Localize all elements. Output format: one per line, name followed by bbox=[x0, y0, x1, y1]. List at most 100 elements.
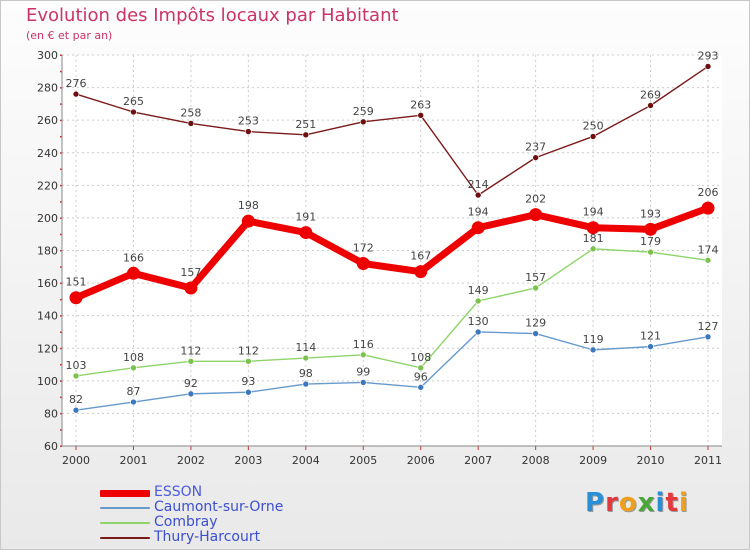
y-tick-label: 240 bbox=[37, 147, 58, 160]
legend-swatch bbox=[100, 522, 150, 524]
x-tick-label: 2007 bbox=[464, 454, 492, 467]
x-tick-label: 2006 bbox=[407, 454, 435, 467]
data-point-combray bbox=[245, 357, 252, 365]
data-label-caumont-sur-orne: 87 bbox=[126, 385, 140, 398]
y-minor-tick bbox=[60, 266, 62, 268]
data-label-combray: 114 bbox=[295, 341, 316, 354]
x-tick-label: 2009 bbox=[579, 454, 607, 467]
data-point-combray bbox=[474, 297, 482, 305]
data-point-esson bbox=[529, 208, 543, 222]
data-label-combray: 179 bbox=[640, 235, 661, 248]
data-label-thury-harcourt: 259 bbox=[353, 105, 374, 118]
logo-letter: t bbox=[665, 488, 679, 518]
legend-swatch bbox=[100, 537, 150, 539]
data-point-combray bbox=[187, 357, 195, 365]
data-label-esson: 198 bbox=[238, 199, 259, 212]
y-tick-label: 140 bbox=[37, 310, 58, 323]
data-point-caumont-sur-orne bbox=[417, 384, 425, 391]
data-label-esson: 191 bbox=[295, 211, 316, 224]
data-label-combray: 181 bbox=[583, 232, 604, 245]
series-line-thury-harcourt bbox=[75, 65, 709, 196]
y-minor-tick bbox=[60, 54, 62, 56]
legend-label: Combray bbox=[154, 514, 218, 530]
y-tick-label: 220 bbox=[37, 179, 58, 192]
data-point-thury-harcourt bbox=[302, 131, 310, 139]
y-minor-tick bbox=[60, 364, 62, 366]
data-label-caumont-sur-orne: 121 bbox=[640, 330, 661, 343]
data-point-thury-harcourt bbox=[532, 154, 539, 161]
data-label-caumont-sur-orne: 127 bbox=[698, 320, 719, 333]
data-label-combray: 112 bbox=[238, 344, 259, 357]
y-minor-tick bbox=[60, 217, 62, 219]
data-point-caumont-sur-orne bbox=[245, 388, 252, 396]
data-label-caumont-sur-orne: 92 bbox=[184, 377, 198, 390]
data-label-combray: 112 bbox=[180, 344, 201, 357]
data-label-caumont-sur-orne: 129 bbox=[525, 317, 546, 330]
data-label-combray: 157 bbox=[525, 271, 546, 284]
data-point-caumont-sur-orne bbox=[532, 330, 539, 337]
data-point-combray bbox=[589, 245, 597, 253]
data-label-thury-harcourt: 250 bbox=[583, 119, 604, 132]
data-label-combray: 103 bbox=[66, 359, 87, 372]
y-tick-label: 200 bbox=[37, 212, 58, 225]
chart-subtitle: (en € et par an) bbox=[26, 29, 113, 42]
data-point-caumont-sur-orne bbox=[302, 380, 310, 388]
data-point-thury-harcourt bbox=[359, 118, 367, 126]
data-point-esson bbox=[471, 221, 485, 235]
data-point-combray bbox=[704, 256, 712, 264]
data-point-caumont-sur-orne bbox=[130, 398, 137, 406]
data-label-combray: 174 bbox=[698, 243, 719, 256]
data-point-thury-harcourt bbox=[130, 108, 137, 116]
data-point-esson bbox=[414, 265, 428, 279]
data-point-caumont-sur-orne bbox=[187, 390, 195, 398]
legend-swatch bbox=[100, 507, 150, 509]
y-minor-tick bbox=[60, 184, 62, 187]
data-point-caumont-sur-orne bbox=[359, 379, 367, 386]
data-point-thury-harcourt bbox=[417, 111, 425, 119]
y-minor-tick bbox=[60, 103, 62, 105]
x-tick-label: 2003 bbox=[234, 454, 262, 467]
y-minor-tick bbox=[60, 135, 62, 138]
x-tick-label: 2001 bbox=[119, 454, 147, 467]
data-labels-layer: 276 265 258 253 251 259 263 214 237 250 269 293 103 1… bbox=[66, 49, 719, 406]
data-label-thury-harcourt: 214 bbox=[468, 178, 489, 191]
y-tick-label: 300 bbox=[37, 49, 58, 62]
y-tick-label: 60 bbox=[44, 440, 58, 453]
data-label-caumont-sur-orne: 130 bbox=[468, 315, 489, 328]
x-tick-label: 2000 bbox=[62, 454, 90, 467]
data-point-caumont-sur-orne bbox=[72, 406, 80, 414]
y-tick-label: 120 bbox=[37, 342, 58, 355]
data-label-esson: 193 bbox=[640, 207, 661, 220]
data-label-esson: 194 bbox=[468, 206, 489, 219]
data-label-thury-harcourt: 265 bbox=[123, 95, 144, 108]
axes-layer: 60 80 100 120 140 160 180 200 220 240 260 280 300 200… bbox=[37, 49, 722, 467]
chart-title: Evolution des Impôts locaux par Habitant bbox=[26, 5, 399, 26]
data-label-thury-harcourt: 269 bbox=[640, 89, 661, 102]
y-minor-tick bbox=[60, 233, 62, 236]
data-label-thury-harcourt: 258 bbox=[180, 106, 201, 119]
y-minor-tick bbox=[60, 119, 62, 122]
data-point-caumont-sur-orne bbox=[589, 346, 597, 354]
data-label-combray: 108 bbox=[123, 351, 144, 364]
data-point-esson bbox=[69, 291, 83, 305]
data-label-esson: 172 bbox=[353, 242, 374, 255]
data-point-thury-harcourt bbox=[589, 133, 597, 140]
data-point-thury-harcourt bbox=[72, 90, 80, 98]
data-point-combray bbox=[532, 284, 539, 292]
data-label-caumont-sur-orne: 96 bbox=[414, 370, 428, 383]
series-line-caumont-sur-orne bbox=[75, 331, 709, 411]
y-minor-tick bbox=[60, 347, 62, 350]
data-label-combray: 116 bbox=[353, 338, 374, 351]
data-point-thury-harcourt bbox=[245, 128, 252, 135]
data-label-caumont-sur-orne: 98 bbox=[299, 367, 313, 380]
data-label-thury-harcourt: 251 bbox=[295, 118, 316, 131]
y-minor-tick bbox=[60, 331, 62, 333]
y-minor-tick bbox=[60, 396, 62, 399]
y-minor-tick bbox=[60, 152, 62, 154]
data-point-thury-harcourt bbox=[187, 120, 195, 127]
data-point-caumont-sur-orne bbox=[647, 343, 654, 350]
data-label-caumont-sur-orne: 119 bbox=[583, 333, 604, 346]
data-point-esson bbox=[299, 226, 313, 240]
data-label-thury-harcourt: 293 bbox=[698, 49, 719, 62]
data-label-thury-harcourt: 276 bbox=[66, 77, 87, 90]
